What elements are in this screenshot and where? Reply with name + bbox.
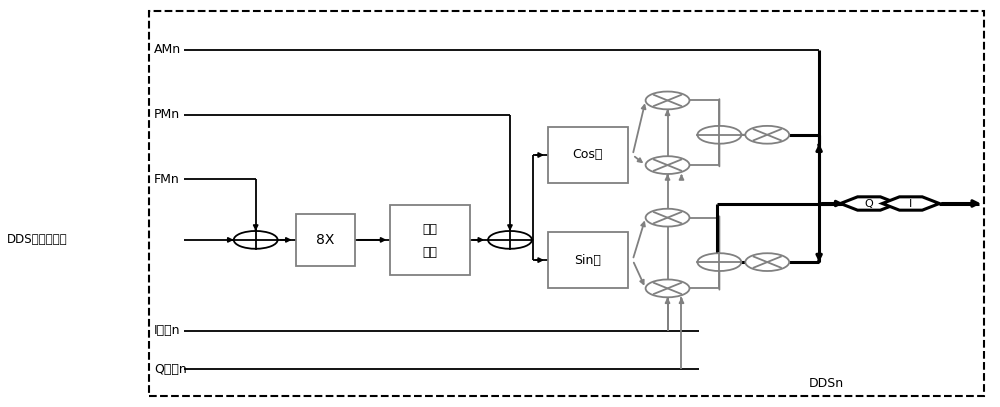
Circle shape (646, 92, 689, 109)
Circle shape (646, 209, 689, 227)
Text: 8X: 8X (316, 233, 335, 247)
Text: I数据n: I数据n (154, 324, 180, 337)
Text: Q数据n: Q数据n (154, 363, 187, 376)
Text: PMn: PMn (154, 108, 180, 121)
Text: DDS频率控制字: DDS频率控制字 (6, 233, 67, 246)
Text: DDSn: DDSn (809, 377, 844, 390)
Bar (296, 214, 355, 266)
Circle shape (234, 231, 278, 249)
Text: FMn: FMn (154, 173, 180, 186)
Circle shape (488, 231, 532, 249)
Text: 相位: 相位 (423, 223, 438, 236)
Circle shape (646, 156, 689, 174)
Circle shape (697, 126, 741, 144)
Bar (149, 11, 984, 396)
Bar (548, 127, 628, 183)
Text: I: I (909, 199, 912, 208)
Circle shape (646, 280, 689, 297)
Polygon shape (882, 197, 939, 210)
Text: Cos值: Cos值 (573, 149, 603, 162)
Circle shape (745, 126, 789, 144)
Bar (390, 204, 470, 275)
Text: Q: Q (865, 199, 873, 208)
Circle shape (745, 253, 789, 271)
Circle shape (697, 253, 741, 271)
Text: 累加: 累加 (423, 245, 438, 258)
Text: AMn: AMn (154, 44, 181, 57)
Polygon shape (840, 197, 897, 210)
Bar (548, 232, 628, 289)
Text: Sin值: Sin值 (574, 254, 601, 267)
